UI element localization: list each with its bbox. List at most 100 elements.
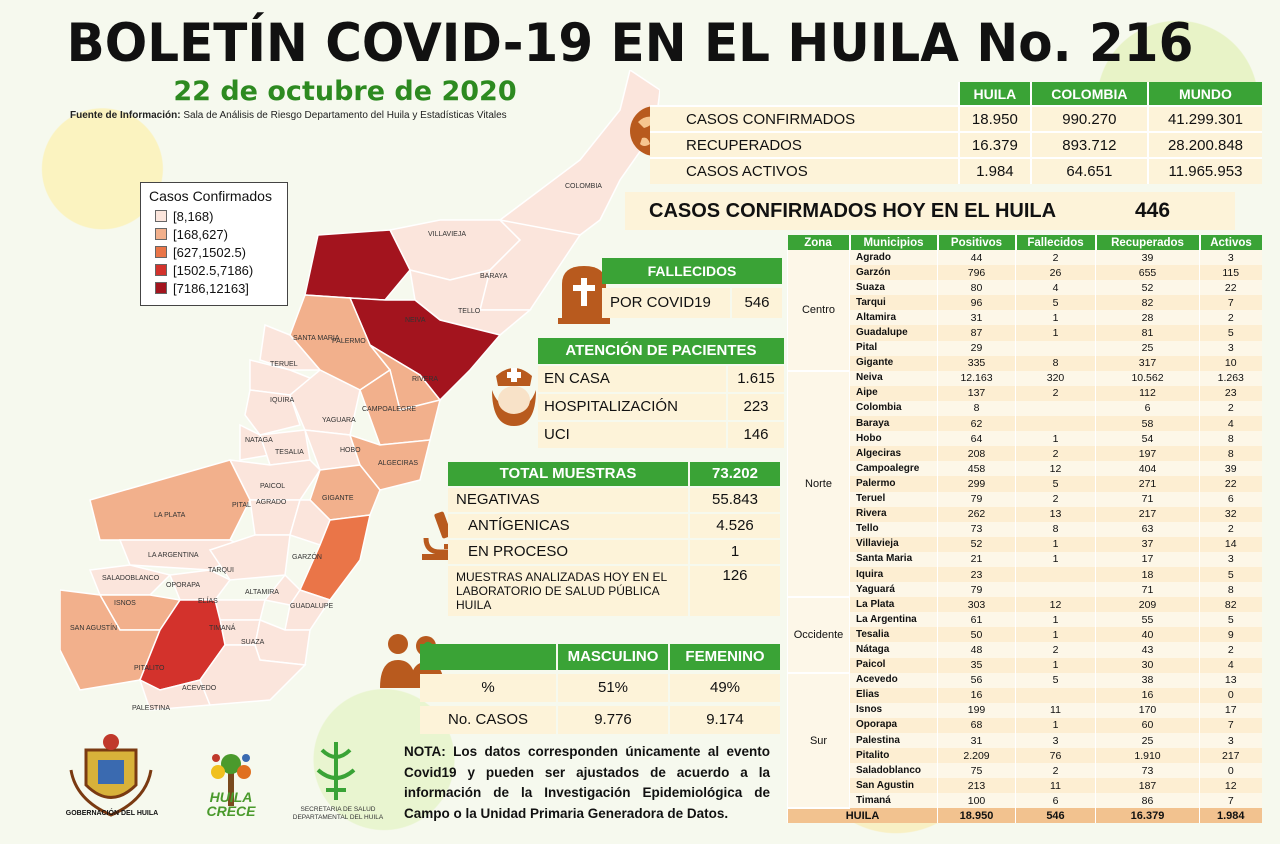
municipio-value: 96 bbox=[937, 295, 1016, 311]
municipio-name: Oporapa bbox=[849, 717, 938, 733]
summary-cell: 28.200.848 bbox=[1146, 131, 1262, 158]
municipio-value bbox=[1015, 416, 1096, 432]
municipio-value: 12.163 bbox=[937, 370, 1016, 386]
municipio-row: Pital 29 25 3 bbox=[788, 340, 1262, 356]
municipio-value: 208 bbox=[937, 446, 1016, 462]
muestras-row: NEGATIVAS 55.843 bbox=[448, 488, 780, 512]
map-label: VILLAVIEJA bbox=[428, 231, 466, 238]
summary-cell: 990.270 bbox=[1029, 105, 1148, 132]
muestras-row-value: 55.843 bbox=[690, 488, 780, 512]
legend-item: [8,168) bbox=[155, 208, 279, 224]
municipio-name: Timaná bbox=[849, 793, 938, 809]
municipio-name: Palestina bbox=[849, 733, 938, 749]
municipio-value: 39 bbox=[1095, 250, 1200, 266]
genero-cell: 51% bbox=[558, 674, 668, 702]
atencion-row-label: EN CASA bbox=[538, 366, 726, 392]
municipio-value: 2 bbox=[1015, 491, 1096, 507]
municipio-value: 63 bbox=[1095, 521, 1200, 537]
municipio-row: Nátaga 48 2 43 2 bbox=[788, 642, 1262, 658]
atencion-row-label: UCI bbox=[538, 422, 726, 448]
summary-cell: 11.965.953 bbox=[1146, 157, 1262, 184]
legend-item: [1502.5,7186) bbox=[155, 262, 279, 278]
genero-row-label: % bbox=[420, 674, 556, 702]
total-cell: 546 bbox=[1015, 808, 1096, 824]
source-info: Fuente de Información: Sala de Análisis … bbox=[70, 110, 570, 121]
map-label: OPORAPA bbox=[166, 582, 200, 589]
municipio-value: 82 bbox=[1095, 295, 1200, 311]
map-label: BARAYA bbox=[480, 273, 508, 280]
municipio-name: Isnos bbox=[849, 702, 938, 718]
bulletin-date: 22 de octubre de 2020 bbox=[173, 76, 517, 107]
map-label: PITAL bbox=[232, 502, 251, 509]
legend-swatch bbox=[155, 246, 167, 258]
cases-today-value: 446 bbox=[1135, 199, 1171, 222]
municipio-name: Garzón bbox=[849, 265, 938, 281]
municipio-value: 7 bbox=[1199, 717, 1262, 733]
municipio-name: Saladoblanco bbox=[849, 763, 938, 779]
map-label: GUADALUPE bbox=[290, 603, 334, 610]
map-label: COLOMBIA bbox=[565, 183, 602, 190]
municipio-value: 25 bbox=[1095, 340, 1200, 356]
municipio-value: 5 bbox=[1015, 672, 1096, 688]
atencion-row-value: 146 bbox=[728, 422, 784, 448]
map-region-aipe bbox=[304, 229, 411, 301]
municipio-row: Paicol 35 1 30 4 bbox=[788, 657, 1262, 673]
municipio-value: 29 bbox=[937, 340, 1016, 356]
municipio-value: 50 bbox=[937, 627, 1016, 643]
map-region-guadalupe bbox=[284, 589, 332, 631]
municipio-value: 100 bbox=[937, 793, 1016, 809]
municipio-value: 1 bbox=[1015, 536, 1096, 552]
municipio-value bbox=[1015, 566, 1096, 583]
municipio-value: 8 bbox=[937, 400, 1016, 417]
municipio-row: Rivera 262 13 217 32 bbox=[788, 506, 1262, 522]
municipio-value: 32 bbox=[1199, 506, 1262, 522]
municipio-name: Iquira bbox=[849, 566, 938, 583]
total-cell: 1.984 bbox=[1199, 808, 1262, 824]
municipio-value: 8 bbox=[1199, 446, 1262, 462]
lab-samples-label: MUESTRAS ANALIZADAS HOY EN EL LABORATORI… bbox=[448, 566, 688, 616]
huila-crece-logo-icon bbox=[211, 754, 251, 806]
map-label: TESALIA bbox=[275, 449, 304, 456]
map-legend: Casos Confirmados [8,168) [168,627) [627,1… bbox=[140, 182, 288, 306]
municipio-value: 55 bbox=[1095, 612, 1200, 628]
map-label: SUAZA bbox=[241, 639, 265, 646]
municipio-row: La Argentina 61 1 55 5 bbox=[788, 612, 1262, 628]
municipio-name: San Agustin bbox=[849, 778, 938, 794]
municipio-value: 5 bbox=[1199, 566, 1262, 583]
summary-cell: 18.950 bbox=[957, 105, 1031, 132]
municipio-value: 1.263 bbox=[1199, 370, 1262, 386]
municipio-value: 2 bbox=[1199, 642, 1262, 658]
summary-table: HUILA COLOMBIA MUNDO CASOS CONFIRMADOS 18… bbox=[650, 82, 1262, 184]
municipio-row: Tello 73 8 63 2 bbox=[788, 521, 1262, 537]
muestras-row: EN PROCESO 1 bbox=[448, 540, 780, 564]
municipio-value: 335 bbox=[937, 355, 1016, 371]
municipio-value: 71 bbox=[1095, 582, 1200, 598]
municipio-value: 28 bbox=[1095, 310, 1200, 326]
map-label: YAGUARA bbox=[322, 417, 356, 424]
municipio-value: 303 bbox=[937, 597, 1016, 613]
map-label: ACEVEDO bbox=[182, 685, 217, 692]
municipio-row: Oporapa 68 1 60 7 bbox=[788, 717, 1262, 733]
municipio-value: 10.562 bbox=[1095, 370, 1200, 386]
municipio-value: 87 bbox=[937, 325, 1016, 341]
municipio-row: Sur Acevedo 56 5 38 13 bbox=[787, 672, 1262, 810]
municipio-value: 52 bbox=[937, 536, 1016, 552]
municipio-row: Campoalegre 458 12 404 39 bbox=[788, 461, 1262, 477]
municipio-value: 8 bbox=[1015, 355, 1096, 371]
municipio-value: 73 bbox=[937, 521, 1016, 537]
municipio-value: 6 bbox=[1199, 491, 1262, 507]
municipio-value: 26 bbox=[1015, 265, 1096, 281]
municipio-value: 8 bbox=[1199, 431, 1262, 447]
municipio-row: Pitalito 2.209 76 1.910 217 bbox=[788, 748, 1262, 764]
total-cell: HUILA bbox=[787, 808, 938, 824]
municipio-value: 3 bbox=[1015, 733, 1096, 749]
municipio-value: 37 bbox=[1095, 536, 1200, 552]
genero-row: % 51% 49% bbox=[420, 674, 780, 702]
atencion-row: EN CASA 1.615 bbox=[538, 366, 784, 392]
municipio-value: 5 bbox=[1015, 476, 1096, 492]
legend-swatch bbox=[155, 264, 167, 276]
atencion-row: UCI 146 bbox=[538, 422, 784, 448]
municipio-value: 79 bbox=[937, 582, 1016, 598]
municipio-value: 76 bbox=[1015, 748, 1096, 764]
municipio-row: Centro Agrado 44 2 39 3 bbox=[787, 250, 1262, 372]
